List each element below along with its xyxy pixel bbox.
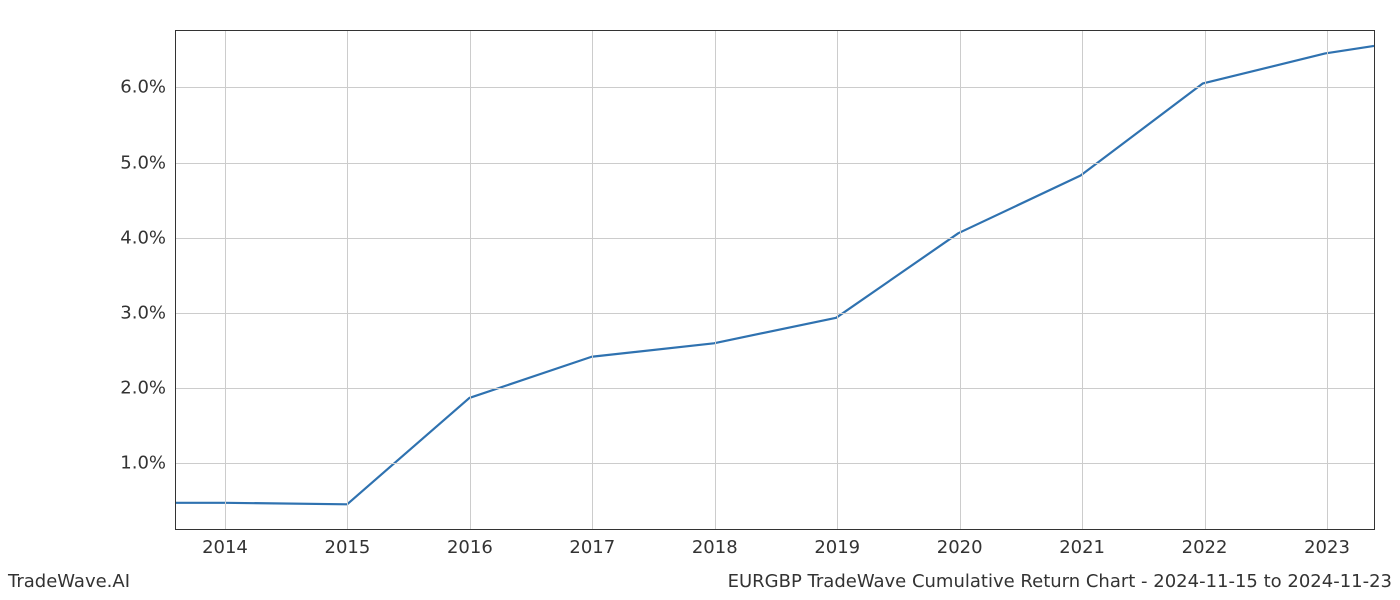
x-tick-label: 2023 [1304,529,1350,558]
gridline-vertical [225,31,226,529]
x-tick-label: 2016 [447,529,493,558]
line-chart-svg [176,31,1374,529]
gridline-vertical [1327,31,1328,529]
gridline-vertical [1082,31,1083,529]
gridline-horizontal [176,163,1374,164]
y-tick-label: 4.0% [120,227,176,248]
gridline-horizontal [176,463,1374,464]
gridline-horizontal [176,313,1374,314]
footer-brand-label: TradeWave.AI [8,571,130,592]
gridline-vertical [960,31,961,529]
plot-area: 2014201520162017201820192020202120222023… [175,30,1375,530]
x-tick-label: 2014 [202,529,248,558]
x-tick-label: 2018 [692,529,738,558]
y-tick-label: 1.0% [120,453,176,474]
x-tick-label: 2020 [937,529,983,558]
y-tick-label: 5.0% [120,152,176,173]
x-tick-label: 2017 [569,529,615,558]
gridline-vertical [715,31,716,529]
data-line [176,46,1374,504]
y-tick-label: 2.0% [120,378,176,399]
footer-chart-title: EURGBP TradeWave Cumulative Return Chart… [728,571,1392,592]
gridline-horizontal [176,388,1374,389]
x-tick-label: 2021 [1059,529,1105,558]
y-tick-label: 3.0% [120,302,176,323]
gridline-vertical [837,31,838,529]
gridline-vertical [470,31,471,529]
x-tick-label: 2022 [1182,529,1228,558]
gridline-vertical [592,31,593,529]
x-tick-label: 2019 [814,529,860,558]
gridline-vertical [1205,31,1206,529]
gridline-horizontal [176,238,1374,239]
x-tick-label: 2015 [325,529,371,558]
y-tick-label: 6.0% [120,77,176,98]
gridline-horizontal [176,87,1374,88]
chart-container: 2014201520162017201820192020202120222023… [175,30,1375,530]
gridline-vertical [347,31,348,529]
